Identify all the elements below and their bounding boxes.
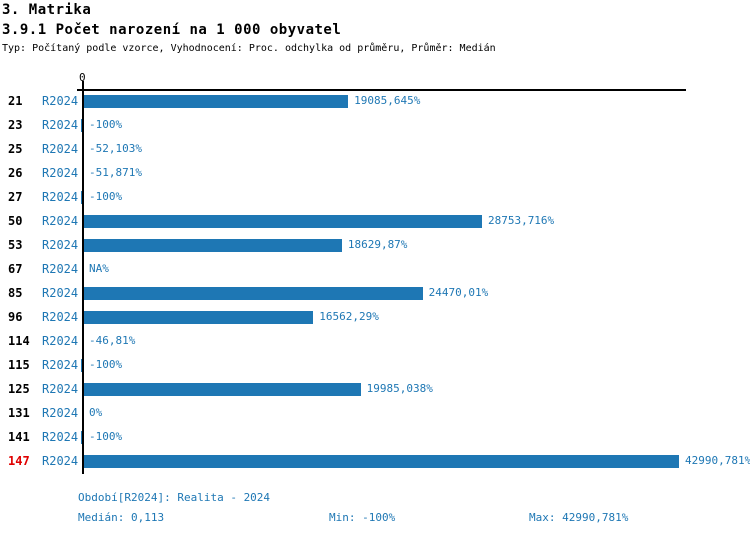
footer-max-label: Max: 42990,781%: [529, 511, 629, 524]
chart-row: 67 R2024 NA%: [0, 257, 750, 281]
row-series-label: R2024: [42, 94, 79, 108]
report-title: 3. Matrika: [2, 2, 92, 18]
row-series-label: R2024: [42, 334, 79, 348]
row-series-label: R2024: [42, 286, 79, 300]
bar: [84, 455, 679, 468]
axis-top-line: [77, 89, 686, 91]
row-category-label: 26: [8, 166, 23, 180]
axis-zero-tick-label: 0: [79, 71, 86, 84]
chart-row: 25 R2024 -52,103%: [0, 137, 750, 161]
row-series-label: R2024: [42, 262, 79, 276]
bar-value-label: -100%: [89, 358, 123, 371]
footer-period-label: Období[R2024]: Realita - 2024: [78, 491, 271, 504]
chart-row: 21 R2024 19085,645%: [0, 89, 750, 113]
row-series-label: R2024: [42, 358, 79, 372]
chart-row: 26 R2024 -51,871%: [0, 161, 750, 185]
row-category-label: 27: [8, 190, 23, 204]
row-series-label: R2024: [42, 142, 79, 156]
chart-row: 131 R2024 0%: [0, 401, 750, 425]
bar-value-label: 0%: [89, 406, 103, 419]
row-series-label: R2024: [42, 430, 79, 444]
row-series-label: R2024: [42, 310, 79, 324]
row-series-label: R2024: [42, 190, 79, 204]
chart-row: 85 R2024 24470,01%: [0, 281, 750, 305]
footer-min-label: Min: -100%: [329, 511, 396, 524]
row-category-label: 25: [8, 142, 23, 156]
bar-value-label: -52,103%: [89, 142, 142, 155]
row-category-label: 96: [8, 310, 23, 324]
bar: [84, 311, 314, 324]
chart-row: 27 R2024 -100%: [0, 185, 750, 209]
row-category-label: 23: [8, 118, 23, 132]
row-category-label: 131: [8, 406, 30, 420]
chart-row: 23 R2024 -100%: [0, 113, 750, 137]
chart-row: 50 R2024 28753,716%: [0, 209, 750, 233]
bar-value-label: 24470,01%: [428, 286, 489, 299]
bar: [84, 287, 423, 300]
row-category-label: 85: [8, 286, 23, 300]
bar-value-label: 42990,781%: [685, 454, 750, 467]
bar-value-label: NA%: [89, 262, 109, 275]
bar-value-label: 19085,645%: [354, 94, 421, 107]
axis-vertical-line: [82, 81, 84, 474]
bar-negative: [80, 119, 82, 132]
row-category-label: 141: [8, 430, 30, 444]
row-category-label: 125: [8, 382, 30, 396]
footer-median-label: Medián: 0,113: [78, 511, 165, 524]
bar-value-label: -46,81%: [89, 334, 136, 347]
chart-row: 115 R2024 -100%: [0, 353, 750, 377]
chart-row: 114 R2024 -46,81%: [0, 329, 750, 353]
bar-value-label: -100%: [89, 190, 123, 203]
row-series-label: R2024: [42, 166, 79, 180]
bar: [84, 383, 361, 396]
bar-value-label: 19985,038%: [366, 382, 433, 395]
bar-value-label: 28753,716%: [487, 214, 555, 227]
row-series-label: R2024: [42, 214, 79, 228]
row-category-label: 147: [8, 454, 30, 468]
bar-value-label: -100%: [89, 118, 123, 131]
chart-row: 141 R2024 -100%: [0, 425, 750, 449]
row-series-label: R2024: [42, 454, 79, 468]
chart-row: 147 R2024 42990,781%: [0, 449, 750, 473]
chart-row: 53 R2024 18629,87%: [0, 233, 750, 257]
bar-value-label: -51,871%: [89, 166, 142, 179]
row-category-label: 53: [8, 238, 23, 252]
row-series-label: R2024: [42, 382, 79, 396]
row-category-label: 114: [8, 334, 30, 348]
row-category-label: 50: [8, 214, 23, 228]
bar: [84, 215, 482, 228]
row-series-label: R2024: [42, 118, 79, 132]
row-series-label: R2024: [42, 238, 79, 252]
chart-meta-line: Typ: Počítaný podle vzorce, Vyhodnocení:…: [2, 43, 496, 54]
chart-title: 3.9.1 Počet narození na 1 000 obyvatel: [2, 22, 342, 38]
row-category-label: 21: [8, 94, 23, 108]
bar: [84, 95, 349, 108]
row-category-label: 115: [8, 358, 30, 372]
chart-row: 96 R2024 16562,29%: [0, 305, 750, 329]
bar-negative: [80, 359, 82, 372]
bar-value-label: -100%: [89, 430, 123, 443]
bar-value-label: 18629,87%: [347, 238, 408, 251]
bar: [84, 239, 342, 252]
row-series-label: R2024: [42, 406, 79, 420]
row-category-label: 67: [8, 262, 23, 276]
bar-value-label: 16562,29%: [319, 310, 379, 323]
bar-negative: [80, 431, 82, 444]
chart-row: 125 R2024 19985,038%: [0, 377, 750, 401]
bar-negative: [80, 191, 82, 204]
